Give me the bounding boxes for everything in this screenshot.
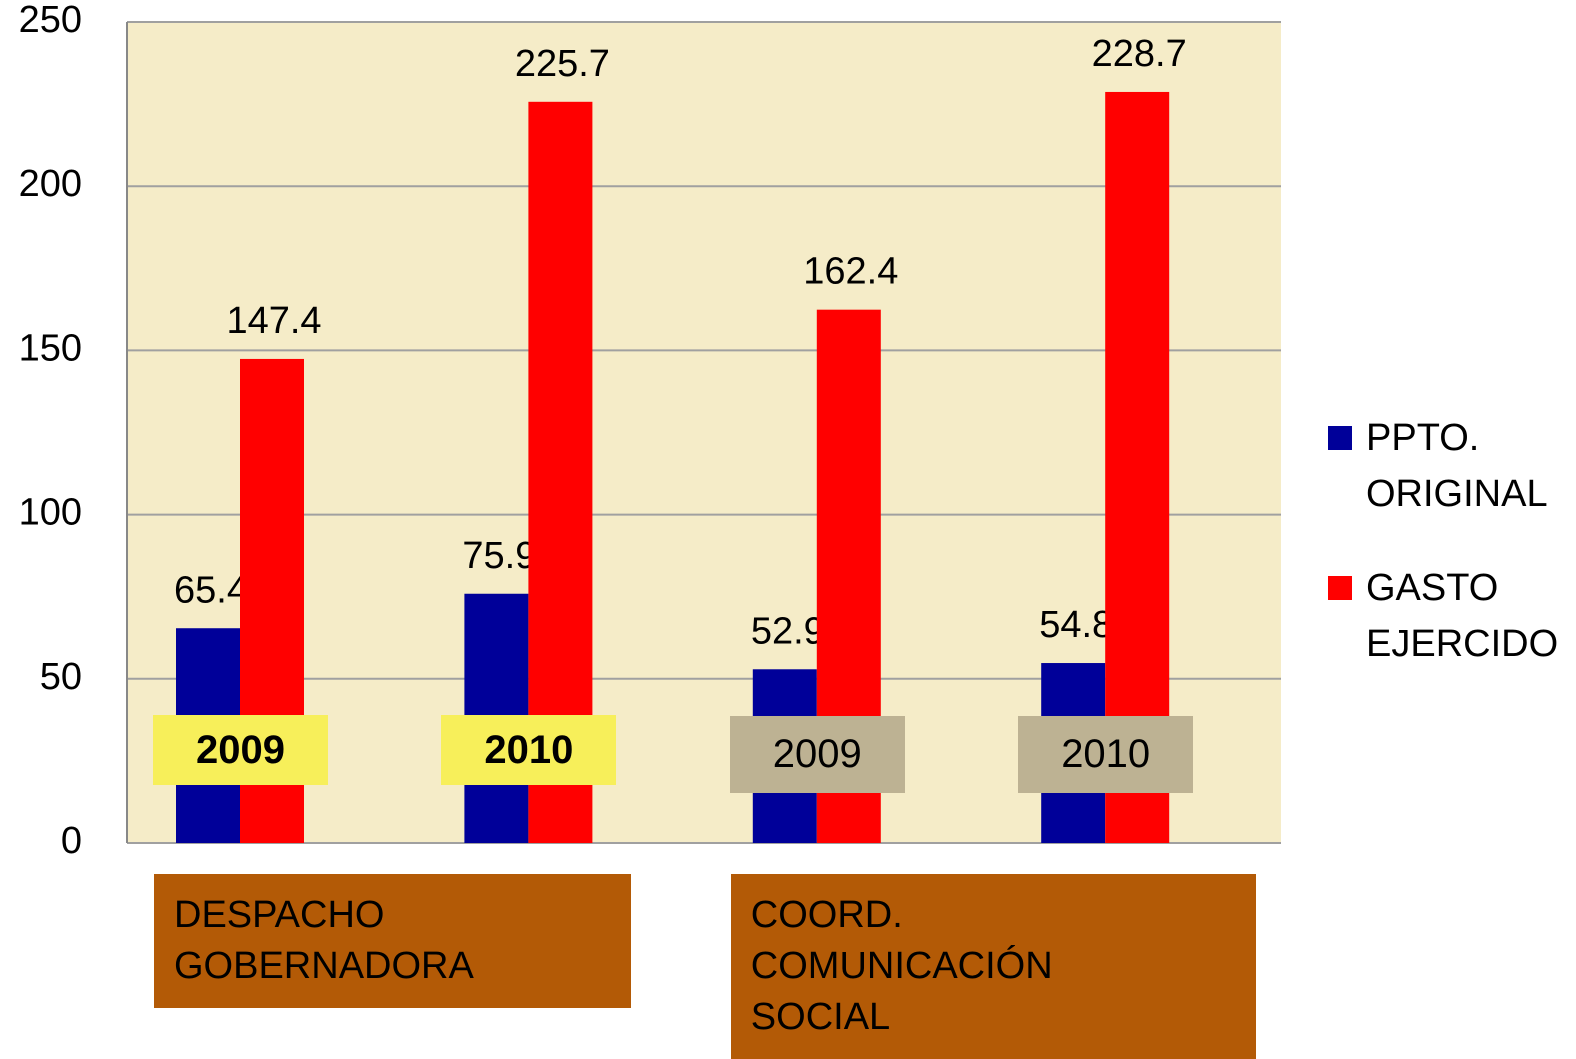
legend-label: PPTO. ORIGINAL bbox=[1366, 417, 1548, 515]
value-label: 75.9 bbox=[462, 535, 536, 577]
group-label: COORD. COMUNICACIÓN SOCIAL bbox=[730, 874, 1256, 1059]
value-label: 65.4 bbox=[174, 569, 248, 611]
value-label: 54.8 bbox=[1039, 604, 1113, 646]
y-tick-label: 100 bbox=[19, 492, 82, 534]
y-tick-label: 200 bbox=[19, 163, 82, 205]
y-tick-label: 0 bbox=[61, 820, 82, 862]
legend-label: GASTO EJERCIDO bbox=[1366, 567, 1559, 665]
category-label: 2009 bbox=[729, 716, 905, 793]
y-tick-label: 250 bbox=[19, 0, 82, 41]
category-label: 2009 bbox=[153, 715, 328, 785]
legend-swatch bbox=[1328, 426, 1352, 450]
value-label: 162.4 bbox=[803, 251, 898, 293]
value-label: 225.7 bbox=[515, 43, 610, 85]
y-tick-label: 150 bbox=[19, 327, 82, 369]
legend-swatch bbox=[1328, 576, 1352, 600]
value-label: 228.7 bbox=[1092, 33, 1187, 75]
category-label: 2010 bbox=[441, 715, 617, 785]
category-label: 2010 bbox=[1018, 716, 1194, 793]
value-label: 147.4 bbox=[226, 300, 321, 342]
value-label: 52.9 bbox=[751, 610, 825, 652]
y-tick-label: 50 bbox=[40, 656, 82, 698]
group-label: DESPACHO GOBERNADORA bbox=[154, 874, 631, 1008]
